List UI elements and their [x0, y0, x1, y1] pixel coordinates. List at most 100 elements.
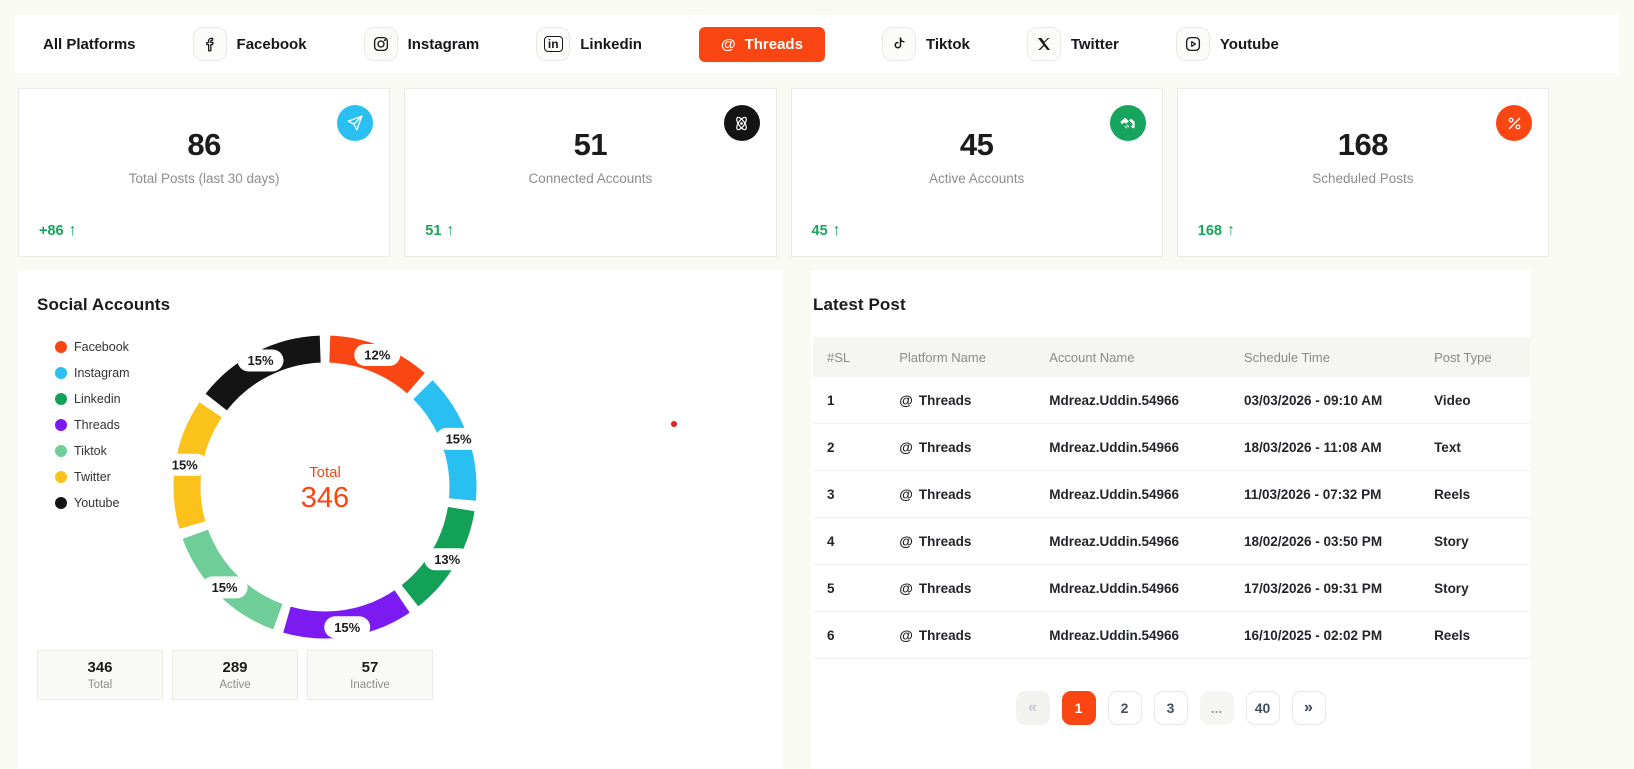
- cell-sl: 2: [813, 423, 886, 471]
- cell-sl: 6: [813, 611, 886, 659]
- svg-text:15%: 15%: [334, 620, 360, 635]
- stat-value: 168: [1337, 127, 1389, 162]
- nav-item-threads[interactable]: @ Threads: [698, 26, 825, 62]
- summary-value: 346: [87, 659, 113, 676]
- donut-label: 15%: [161, 453, 208, 476]
- donut-label: 15%: [324, 616, 371, 639]
- threads-icon: @: [720, 35, 736, 53]
- handshake-icon: [1109, 105, 1146, 141]
- nav-item-facebook[interactable]: Facebook: [192, 27, 307, 61]
- stat-label: Active Accounts: [928, 171, 1025, 186]
- cell-schedule-time: 03/03/2026 - 09:10 AM: [1229, 377, 1421, 424]
- arrow-up-icon: ↑: [1226, 222, 1235, 239]
- twitter-icon: [1026, 27, 1061, 61]
- pagination-next-button[interactable]: »: [1291, 691, 1326, 725]
- cell-platform: @ Threads: [885, 377, 1036, 424]
- column-header-post-type: Post Type: [1434, 349, 1492, 365]
- donut-chart: 12% 15% 13% 15% 15% 15% 15% Total 346: [160, 322, 490, 652]
- legend-dot-icon: [55, 393, 67, 405]
- legend-dot-icon: [55, 471, 67, 483]
- summary-total: 346 Total: [37, 650, 163, 700]
- page-button-40[interactable]: 40: [1245, 691, 1280, 725]
- legend-item-instagram[interactable]: Instagram: [55, 366, 130, 380]
- nav-item-label: Twitter: [1070, 35, 1119, 53]
- pagination-ellipsis[interactable]: ...: [1199, 691, 1234, 725]
- summary-active: 289 Active: [172, 650, 298, 700]
- accounts-summary: 346 Total 289 Active 57 Inactive: [37, 650, 433, 700]
- donut-label: 15%: [201, 576, 248, 599]
- table-row: 2 @ Threads Mdreaz.Uddin.54966 18/03/2026 - …: [813, 423, 1530, 471]
- legend-item-facebook[interactable]: Facebook: [55, 340, 130, 354]
- arrow-up-icon: ↑: [832, 222, 841, 239]
- arrow-up-icon: ↑: [68, 222, 77, 239]
- table-row: 4 @ Threads Mdreaz.Uddin.54966 18/02/2026 - …: [813, 517, 1530, 565]
- cell-schedule-time: 17/03/2026 - 09:31 PM: [1229, 564, 1421, 612]
- nav-item-twitter[interactable]: Twitter: [1026, 27, 1119, 61]
- legend-item-linkedin[interactable]: Linkedin: [55, 392, 130, 406]
- legend-item-threads[interactable]: Threads: [55, 418, 130, 432]
- page-button-2[interactable]: 2: [1107, 691, 1142, 725]
- legend-dot-icon: [55, 341, 67, 353]
- nav-item-label: Facebook: [236, 35, 307, 53]
- page-button-1[interactable]: 1: [1061, 691, 1096, 725]
- nav-item-youtube[interactable]: Youtube: [1175, 27, 1279, 61]
- cell-post-type: Video: [1420, 377, 1530, 424]
- stat-card-active-accounts: 45 Active Accounts 45 ↑: [790, 88, 1163, 257]
- summary-label: Inactive: [350, 679, 390, 691]
- donut-label: 13%: [424, 548, 471, 571]
- nav-item-instagram[interactable]: Instagram: [363, 27, 479, 61]
- cell-schedule-time: 18/03/2026 - 11:08 AM: [1229, 423, 1421, 471]
- cell-account: Mdreaz.Uddin.54966: [1035, 377, 1230, 424]
- threads-icon: @: [899, 439, 913, 455]
- youtube-icon: [1175, 27, 1210, 61]
- send-icon: [337, 105, 374, 141]
- pagination-prev-button[interactable]: «: [1015, 691, 1050, 725]
- nav-item-tiktok[interactable]: Tiktok: [881, 27, 970, 61]
- threads-icon: @: [899, 392, 913, 408]
- summary-label: Active: [219, 679, 251, 691]
- cell-platform: @ Threads: [885, 517, 1036, 565]
- nav-item-all-platforms[interactable]: All Platforms: [43, 36, 136, 53]
- latest-post-table: #SL Platform Name Account Name Schedule Tim…: [813, 337, 1530, 659]
- chart-legend: Facebook Instagram Linkedin Threads Tiktok Tw…: [55, 340, 130, 510]
- stat-label: Total Posts (last 30 days): [128, 171, 280, 186]
- cell-sl: 5: [813, 564, 886, 612]
- cell-post-type: Reels: [1420, 470, 1530, 518]
- legend-label: Youtube: [74, 496, 120, 510]
- table-row: 3 @ Threads Mdreaz.Uddin.54966 11/03/2026 - …: [813, 470, 1530, 518]
- cell-platform: @ Threads: [885, 611, 1036, 659]
- donut-segment-tiktok[interactable]: [182, 529, 283, 630]
- red-dot-marker: [671, 421, 677, 427]
- latest-post-title: Latest Post: [813, 295, 906, 314]
- svg-text:15%: 15%: [172, 457, 198, 472]
- stat-value: 45: [959, 127, 994, 162]
- summary-inactive: 57 Inactive: [307, 650, 433, 700]
- social-accounts-title: Social Accounts: [37, 295, 171, 314]
- cell-schedule-time: 18/02/2026 - 03:50 PM: [1229, 517, 1421, 565]
- donut-label: 15%: [237, 349, 284, 372]
- cell-post-type: Text: [1420, 423, 1530, 471]
- cell-account: Mdreaz.Uddin.54966: [1035, 611, 1230, 659]
- svg-text:15%: 15%: [212, 580, 238, 595]
- nav-item-label: Linkedin: [580, 35, 642, 53]
- stats-row: 86 Total Posts (last 30 days) +86 ↑ 51 Connec…: [18, 88, 1549, 257]
- legend-item-youtube[interactable]: Youtube: [55, 496, 130, 510]
- nav-item-linkedin[interactable]: in Linkedin: [536, 27, 642, 61]
- summary-value: 289: [222, 659, 248, 676]
- svg-text:13%: 13%: [434, 552, 460, 567]
- column-header-account-name: Account Name: [1049, 349, 1135, 365]
- legend-dot-icon: [55, 445, 67, 457]
- legend-item-tiktok[interactable]: Tiktok: [55, 444, 130, 458]
- facebook-icon: [192, 27, 227, 61]
- stat-delta: 168 ↑: [1197, 222, 1235, 239]
- nav-item-label: Threads: [744, 35, 803, 53]
- cell-schedule-time: 11/03/2026 - 07:32 PM: [1229, 470, 1421, 518]
- nav-item-label: Youtube: [1219, 35, 1279, 53]
- legend-item-twitter[interactable]: Twitter: [55, 470, 130, 484]
- column-header-sl: #SL: [827, 349, 851, 365]
- threads-icon: @: [899, 486, 913, 502]
- page-button-3[interactable]: 3: [1153, 691, 1188, 725]
- donut-label: 15%: [435, 427, 482, 450]
- cell-platform: @ Threads: [885, 470, 1036, 518]
- instagram-icon: [363, 27, 398, 61]
